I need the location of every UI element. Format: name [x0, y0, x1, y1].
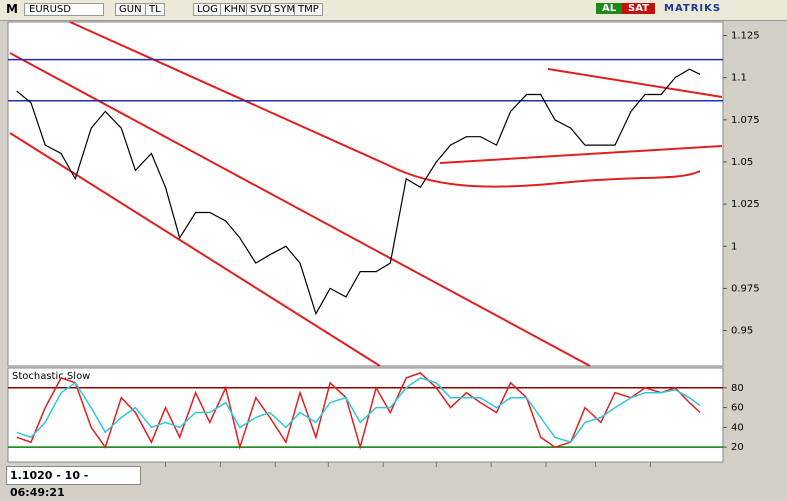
btn[interactable]: TMP: [294, 3, 323, 16]
series-line: [16, 377, 701, 444]
sell-btn[interactable]: SAT: [622, 3, 655, 14]
symbol-prefix: M: [6, 2, 18, 16]
series-line: [16, 372, 701, 451]
y-tick-label: 20: [731, 442, 744, 453]
btn[interactable]: GUN: [115, 3, 146, 16]
y-tick-label: 60: [731, 403, 744, 414]
y-tick-label: 1.025: [731, 199, 760, 210]
y-tick-label: 1.05: [731, 157, 753, 168]
y-tick-label: 1: [731, 241, 737, 252]
status-bar: 1.1020 - 10 - 06:49:21: [6, 466, 141, 499]
symbol-field[interactable]: EURUSD: [24, 3, 104, 16]
y-tick-label: 1.1: [731, 73, 747, 84]
buy-btn[interactable]: AL: [596, 3, 623, 14]
chart: Stochastic,Slow 1.125 1.1 1.075 1.05 1.025 1 0…: [7, 21, 760, 467]
y-tick-label: 1.125: [731, 30, 760, 41]
price-panel: [7, 21, 724, 367]
y-tick-label: 1.075: [731, 115, 760, 126]
y-tick-label: 0.95: [731, 326, 753, 337]
series-line: [16, 68, 701, 316]
brand: MATRIKS: [664, 3, 722, 14]
btn[interactable]: TL: [145, 3, 165, 16]
toolbar: M EURUSD GUN TL LOG KHN SVD SYM TMP AL S…: [0, 0, 787, 21]
y-tick-label: 40: [731, 422, 744, 433]
stoch-title: Stochastic,Slow: [12, 371, 90, 382]
y-tick-label: 80: [731, 383, 744, 394]
y-tick-label: 0.975: [731, 283, 760, 294]
btn[interactable]: LOG: [193, 3, 222, 16]
